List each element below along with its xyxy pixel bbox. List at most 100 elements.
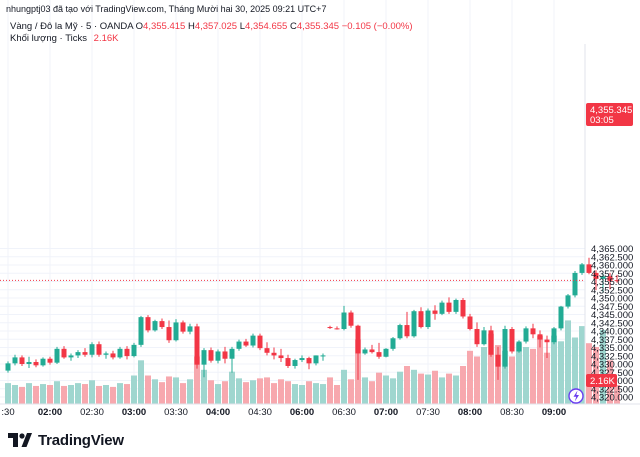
- volume-bar: [250, 380, 256, 404]
- volume-bar: [47, 385, 53, 404]
- candle-body: [481, 330, 487, 345]
- candle-body: [369, 349, 375, 353]
- volume-bar: [278, 379, 284, 404]
- volume-bar: [194, 356, 200, 404]
- candle-body: [285, 358, 291, 366]
- price-tick-label: 4,360.000: [591, 261, 633, 272]
- volume-bar: [376, 372, 382, 404]
- volume-bar: [271, 383, 277, 404]
- tradingview-logo[interactable]: TradingView: [8, 430, 124, 450]
- volume-legend[interactable]: Khối lượng · Ticks 2.16K: [10, 33, 118, 44]
- volume-badge: 2.16K: [586, 374, 617, 387]
- volume-bar: [201, 369, 207, 404]
- candle-body: [19, 357, 25, 364]
- volume-bar: [418, 373, 424, 404]
- candle-body: [362, 349, 368, 354]
- candle-body: [593, 272, 599, 279]
- candle-body: [68, 355, 74, 358]
- open-label: O: [135, 21, 144, 32]
- volume-bar: [460, 366, 466, 404]
- candle-body: [537, 334, 543, 340]
- candle-body: [306, 358, 312, 364]
- candle-body: [173, 322, 179, 341]
- volume-bar: [82, 384, 88, 404]
- volume-bar: [26, 383, 32, 404]
- last-price-value: 4,355.345: [590, 105, 632, 116]
- price-tick-label: 4,365.000: [591, 244, 633, 255]
- volume-bar: [243, 382, 249, 404]
- candle-body: [110, 353, 116, 358]
- candle-body: [551, 328, 557, 343]
- candle-body: [40, 358, 46, 366]
- volume-bar: [551, 335, 557, 404]
- candle-body: [215, 351, 221, 361]
- price-tick-label: 4,332.500: [591, 351, 633, 362]
- candle-body: [460, 299, 466, 317]
- candlesticks: [5, 257, 620, 380]
- time-tick-label: :30: [1, 407, 14, 418]
- candle-body: [502, 329, 508, 367]
- volume-bar: [334, 385, 340, 404]
- price-tick-label: 4,362.500: [591, 252, 633, 263]
- price-tick-label: 4,322.500: [591, 384, 633, 395]
- volume-bar: [19, 386, 25, 404]
- volume-bar: [5, 383, 11, 404]
- volume-label: Khối lượng · Ticks: [10, 33, 88, 44]
- candle-body: [320, 355, 326, 357]
- volume-bar: [292, 384, 298, 404]
- candle-body: [404, 325, 410, 337]
- time-axis[interactable]: :30 02:00 02:30 03:00 03:30 04:00 04:30 06:00 06…: [1, 407, 566, 418]
- volume-bar: [530, 348, 536, 404]
- volume-bar: [523, 347, 529, 404]
- candle-body: [453, 299, 459, 312]
- price-tick-label: 4,335.000: [591, 343, 633, 354]
- volume-bar: [341, 369, 347, 404]
- price-tick-label: 4,355.000: [591, 277, 633, 288]
- volume-bar: [166, 376, 172, 404]
- candle-body: [5, 363, 11, 371]
- candle-body: [495, 354, 501, 367]
- price-tick-label: 4,352.500: [591, 285, 633, 296]
- time-tick-label: 07:00: [374, 407, 398, 418]
- volume-bars: [5, 320, 620, 404]
- candle-body: [33, 362, 39, 366]
- candle-body: [467, 316, 473, 330]
- volume-bar: [586, 343, 592, 404]
- volume-bar: [54, 381, 60, 404]
- volume-bar: [124, 384, 130, 404]
- candle-body: [425, 310, 431, 328]
- lightning-icon[interactable]: [568, 388, 584, 404]
- close-value: 4,355.345: [296, 21, 340, 32]
- volume-bar: [173, 377, 179, 404]
- volume-bar: [467, 350, 473, 404]
- high-value: 4,357.025: [194, 21, 238, 32]
- candle-body: [411, 311, 417, 337]
- candle-body: [390, 338, 396, 349]
- candle-body: [488, 330, 494, 355]
- volume-bar: [509, 356, 515, 404]
- candle-body: [299, 358, 305, 361]
- volume-bar: [600, 329, 606, 404]
- candle-body: [523, 328, 529, 342]
- volume-bar: [502, 350, 508, 404]
- candle-body: [180, 322, 186, 332]
- ohlc-legend[interactable]: Vàng / Đô la Mỹ · 5 · OANDA O4,355.415 H…: [10, 21, 413, 32]
- price-axis[interactable]: 4,365.0004,362.5004,360.0004,357.5004,35…: [591, 244, 633, 404]
- volume-bar: [285, 381, 291, 404]
- candle-body: [432, 310, 438, 314]
- price-tick-label: 4,347.500: [591, 302, 633, 313]
- volume-bar: [68, 385, 74, 404]
- last-price-badge: 4,355.345 03:05: [586, 103, 633, 126]
- volume-bar: [558, 341, 564, 404]
- candle-body: [229, 348, 235, 359]
- time-tick-label: 08:30: [500, 407, 524, 418]
- candle-body: [271, 352, 277, 356]
- candle-body: [61, 348, 67, 358]
- volume-bar: [96, 385, 102, 404]
- volume-value: 2.16K: [93, 33, 119, 44]
- brand-name: TradingView: [38, 431, 124, 449]
- grid-lines: [0, 0, 585, 404]
- candle-body: [313, 355, 319, 364]
- time-tick-label: 03:00: [122, 407, 146, 418]
